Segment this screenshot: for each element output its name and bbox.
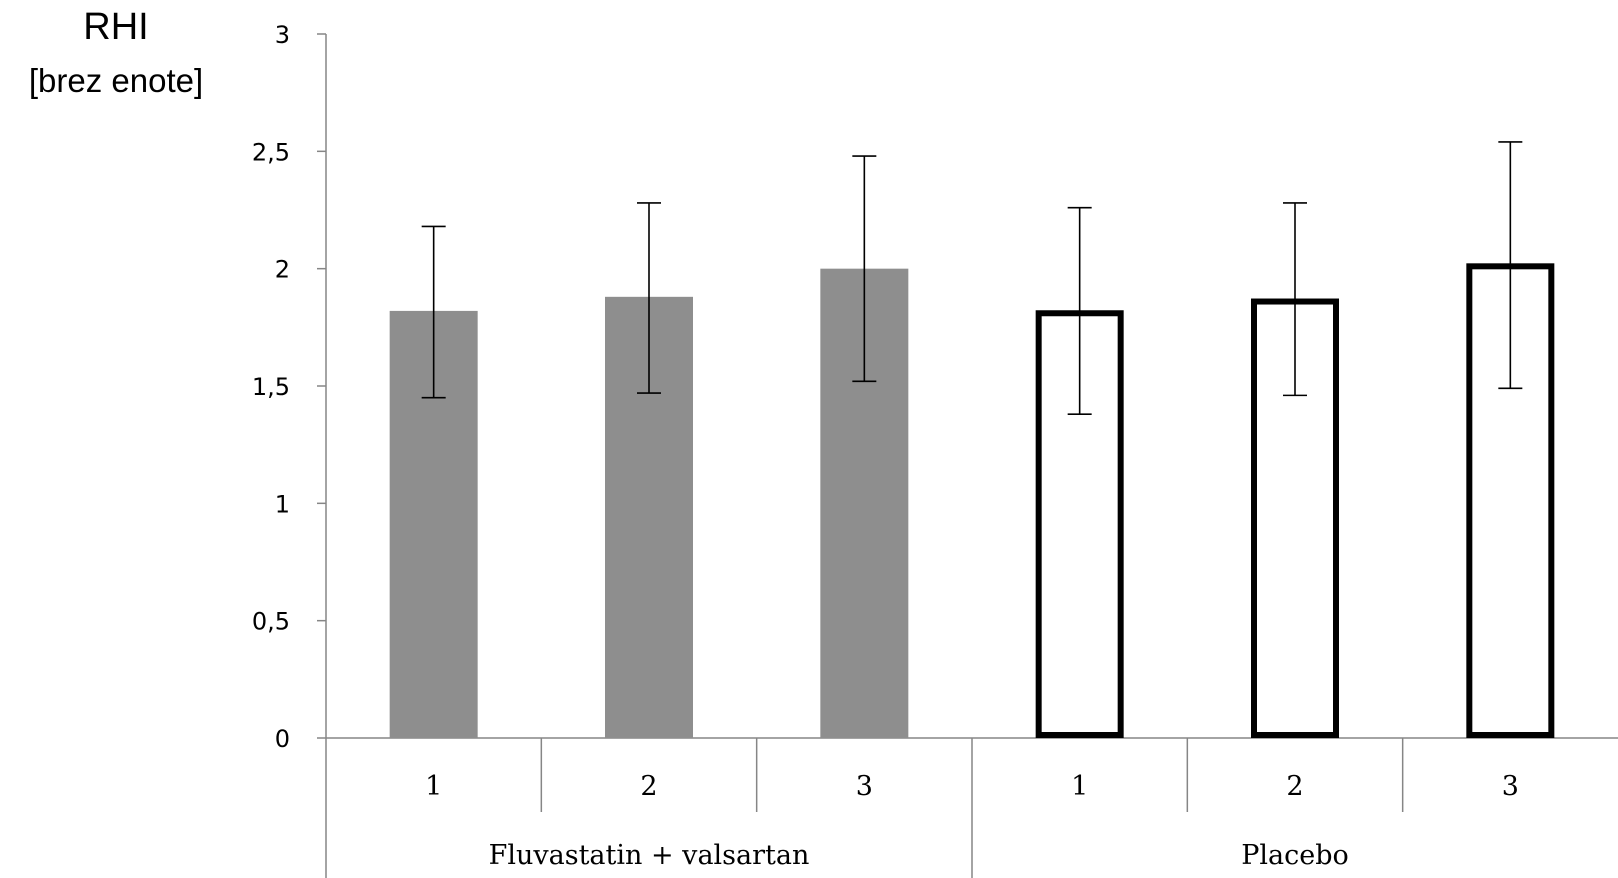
y-tick-label: 1	[275, 490, 290, 518]
y-axis-unit: [brez enote]	[28, 62, 204, 99]
category-label: 1	[1071, 771, 1088, 802]
category-label: 2	[1286, 771, 1303, 802]
y-tick-label: 1,5	[252, 373, 290, 401]
y-tick-label: 3	[275, 21, 290, 49]
category-label: 2	[640, 771, 657, 802]
y-axis-title: RHI	[83, 6, 149, 48]
y-tick-label: 0	[275, 725, 290, 753]
y-tick-label: 2	[275, 256, 290, 284]
group-label: Fluvastatin + valsartan	[489, 840, 810, 871]
y-tick-label: 0,5	[252, 608, 290, 636]
category-label: 1	[425, 771, 442, 802]
category-label: 3	[856, 771, 873, 802]
y-tick-label: 2,5	[252, 138, 290, 166]
category-label: 3	[1502, 771, 1519, 802]
group-label: Placebo	[1241, 840, 1349, 871]
